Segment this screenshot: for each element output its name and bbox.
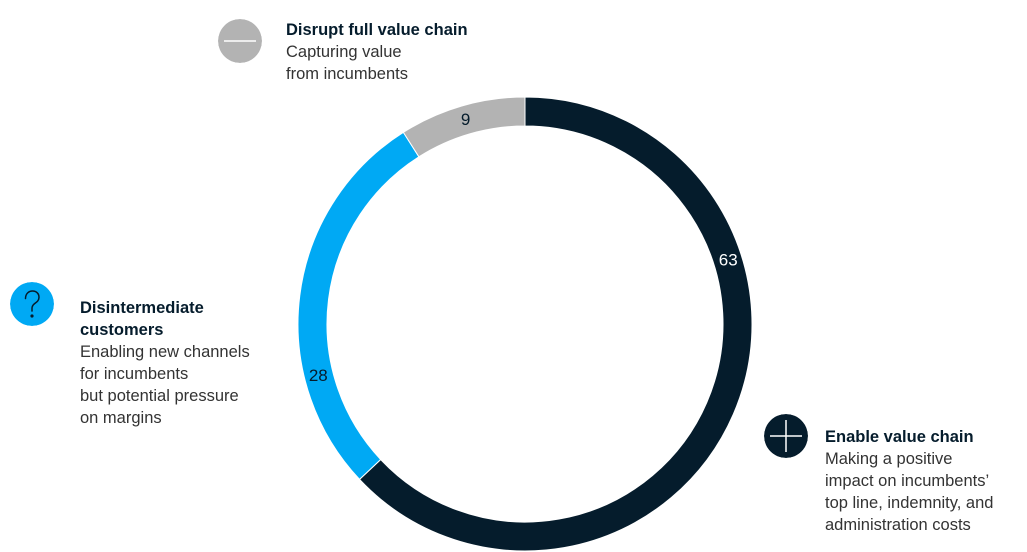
legend-description-line: top line, indemnity, and xyxy=(825,494,994,512)
legend-title: Enable value chain xyxy=(825,428,974,446)
legend-disrupt-full-value-chain: Disrupt full value chain Capturing value… xyxy=(218,19,546,85)
legend-description-line: on margins xyxy=(80,409,162,427)
legend-title: Disintermediate customers xyxy=(80,297,290,341)
donut-segment-enable-value-chain xyxy=(358,96,753,552)
question-mark-icon xyxy=(10,282,54,326)
donut-value-label-enable-value-chain: 63 xyxy=(719,251,738,270)
legend-description-line: administration costs xyxy=(825,516,971,534)
donut-segments xyxy=(297,96,753,552)
donut-segment-disintermediate-customers xyxy=(297,131,420,481)
donut-value-labels: 63 28 9 xyxy=(309,110,738,385)
donut-value-label-disrupt-full-value-chain: 9 xyxy=(461,110,470,129)
plus-icon xyxy=(764,414,808,458)
legend-description-line: Enabling new channels xyxy=(80,343,250,361)
legend-title-line: Disintermediate xyxy=(80,299,204,317)
legend-description: Making a positive impact on incumbents’ … xyxy=(825,448,1025,536)
legend-disintermediate-customers: Disintermediate customers Enabling new c… xyxy=(10,282,290,429)
legend-description-line: from incumbents xyxy=(286,65,408,83)
legend-description-line: but potential pressure xyxy=(80,387,239,405)
donut-value-label-disintermediate-customers: 28 xyxy=(309,366,328,385)
legend-description-line: for incumbents xyxy=(80,365,189,383)
legend-enable-value-chain: Enable value chain Making a positive imp… xyxy=(764,414,1025,536)
donut-segment-disrupt-full-value-chain xyxy=(402,96,526,158)
legend-description-line: impact on incumbents’ xyxy=(825,472,990,490)
legend-title: Disrupt full value chain xyxy=(286,21,468,39)
minus-icon xyxy=(218,19,262,63)
legend-title-line: customers xyxy=(80,321,164,339)
legend-description: Enabling new channels for incumbents but… xyxy=(80,341,290,429)
legend-description: Capturing value from incumbents xyxy=(286,41,546,85)
legend-description-line: Making a positive xyxy=(825,450,953,468)
legend-description-line: Capturing value xyxy=(286,43,402,61)
